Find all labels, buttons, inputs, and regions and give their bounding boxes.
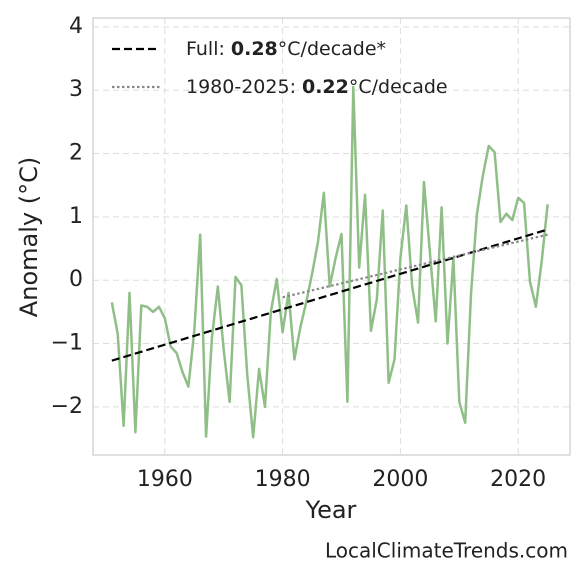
legend-text: 0.28	[231, 38, 278, 60]
x-tick-label: 2020	[490, 467, 546, 492]
trend-line	[282, 233, 548, 299]
y-tick-label: −1	[51, 331, 83, 356]
x-tick-label: 1960	[137, 467, 193, 492]
data-line	[110, 85, 549, 439]
y-tick-label: 0	[69, 267, 83, 292]
y-tick-label: −2	[51, 394, 83, 419]
watermark: LocalClimateTrends.com	[325, 539, 568, 563]
legend-entry: Full: 0.28°C/decade*	[186, 38, 386, 60]
legend-text: °C/decade*	[278, 38, 386, 60]
plot-frame	[92, 17, 571, 456]
legend-text: Full:	[186, 38, 225, 60]
y-axis-label: Anomaly (°C)	[15, 157, 43, 317]
legend-text: 0.22	[302, 76, 349, 98]
y-tick-label: 2	[69, 141, 83, 166]
x-tick-label: 2000	[372, 467, 428, 492]
y-tick-label: 3	[69, 77, 83, 102]
y-tick-label: 1	[69, 204, 83, 229]
x-axis-label: Year	[305, 496, 357, 524]
x-tick-label: 1980	[255, 467, 311, 492]
trend-line	[111, 228, 548, 362]
legend-text: °C/decade	[349, 76, 448, 98]
y-tick-label: 4	[69, 14, 83, 39]
legend-entry: 1980-2025: 0.22°C/decade	[186, 76, 448, 98]
legend-text: 1980-2025:	[186, 76, 296, 98]
